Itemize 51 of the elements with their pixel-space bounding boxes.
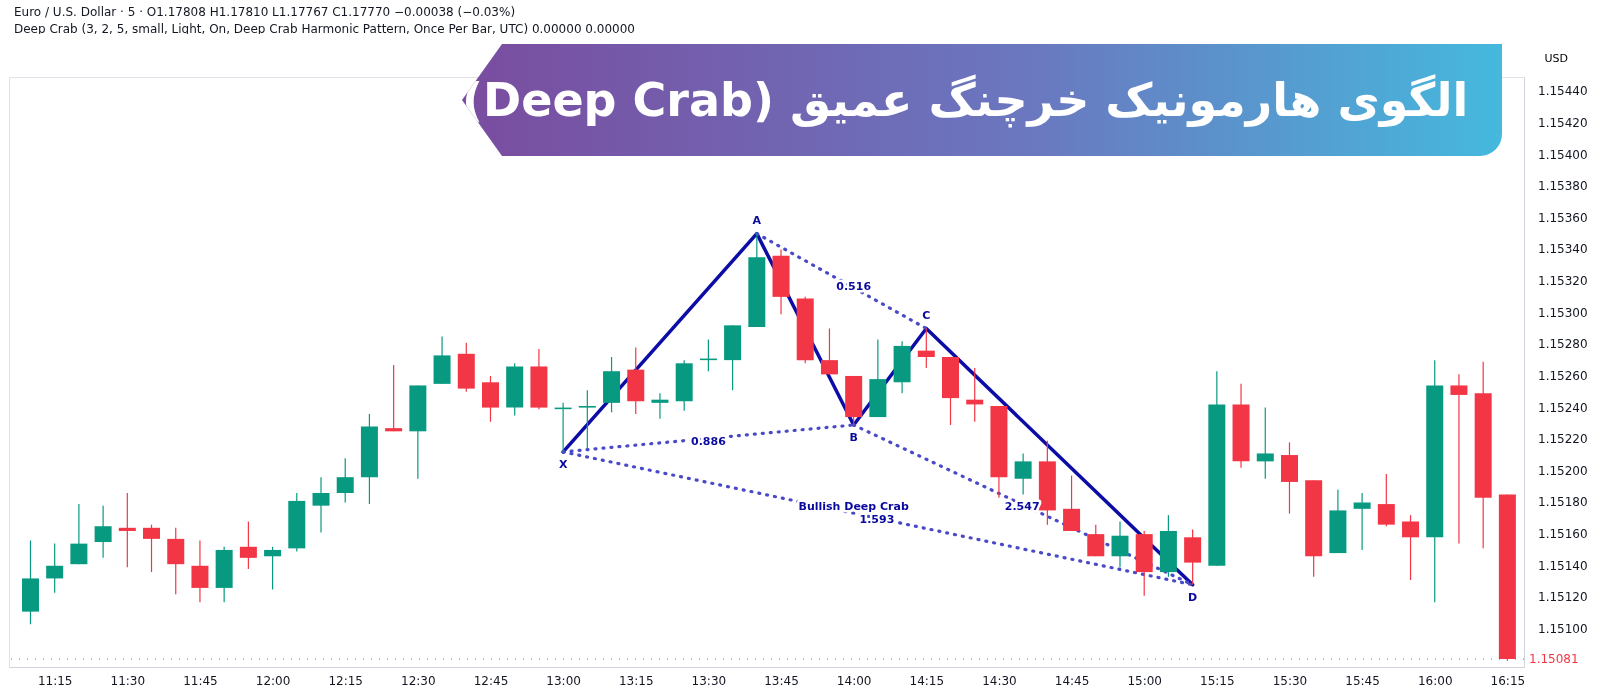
x-tick-label: 15:00 [1127,673,1162,688]
y-tick-label: 1.15240 [1538,400,1588,415]
x-tick-label: 12:00 [255,673,291,688]
y-tick-label: 1.15400 [1538,147,1588,162]
x-tick-label: 16:00 [1417,673,1453,688]
x-tick-label: 13:45 [764,673,799,688]
annotation: B [849,430,858,444]
x-tick-label: 14:00 [836,673,872,688]
y-tick-label: 1.15200 [1538,463,1588,478]
x-tick-label: 14:30 [982,673,1017,688]
y-tick-label: 1.15280 [1538,337,1588,352]
y-tick-label: 1.15300 [1538,305,1588,320]
y-tick-label: 1.15360 [1538,210,1588,225]
annotation: 2.547 [1004,500,1040,514]
x-tick-label: 15:45 [1345,673,1380,688]
y-tick-label: 1.15260 [1538,368,1588,383]
annotation: X [558,457,568,471]
y-tick-label: 1.15320 [1538,274,1588,289]
x-tick-label: 12:30 [401,673,436,688]
y-tick-label: 1.15220 [1538,432,1588,447]
x-tick-label: 14:45 [1054,673,1090,688]
y-tick-label: 1.15380 [1538,179,1588,194]
ref-line-label: 1.15081 [1529,652,1579,667]
x-tick-label: 11:15 [37,673,73,688]
chart-subtitle: Euro / U.S. Dollar · 5 · O1.17808 H1.17810 L1.17767 C1.17770 −0.00038 (−0.03%) [14,4,517,21]
y-tick-label: 1.15100 [1538,622,1588,637]
y-tick-label: 1.15420 [1538,115,1588,130]
y-tick-label: 1.15140 [1538,558,1588,573]
chart-title: الگوی هارمونیک خرچنگ عمیق (Deep Crab) [462,44,1502,156]
x-tick-label: 13:00 [546,673,581,688]
y-tick-label: 1.15120 [1538,590,1588,605]
annotation: A [752,213,762,227]
y-tick-label: 1.15440 [1538,84,1588,99]
y-axis-title: USD [1544,51,1569,65]
x-tick-label: 15:30 [1272,673,1308,688]
x-tick-label: 12:45 [473,673,509,688]
y-tick-label: 1.15340 [1538,242,1588,257]
x-tick-label: 15:15 [1200,673,1235,688]
y-tick-label: 1.15180 [1538,495,1588,510]
x-tick-label: 13:30 [691,673,727,688]
annotation: C [922,308,931,322]
annotation: D [1188,590,1198,604]
x-tick-label: 13:15 [618,673,654,688]
annotation: 0.886 [690,435,727,449]
y-tick-label: 1.15160 [1538,527,1588,542]
x-tick-label: 14:15 [909,673,945,688]
annotation: 0.516 [836,280,872,294]
x-tick-label: 11:30 [110,673,146,688]
x-tick-label: 16:15 [1490,673,1526,688]
x-tick-label: 11:45 [183,673,218,688]
x-tick-label: 12:15 [328,673,364,688]
